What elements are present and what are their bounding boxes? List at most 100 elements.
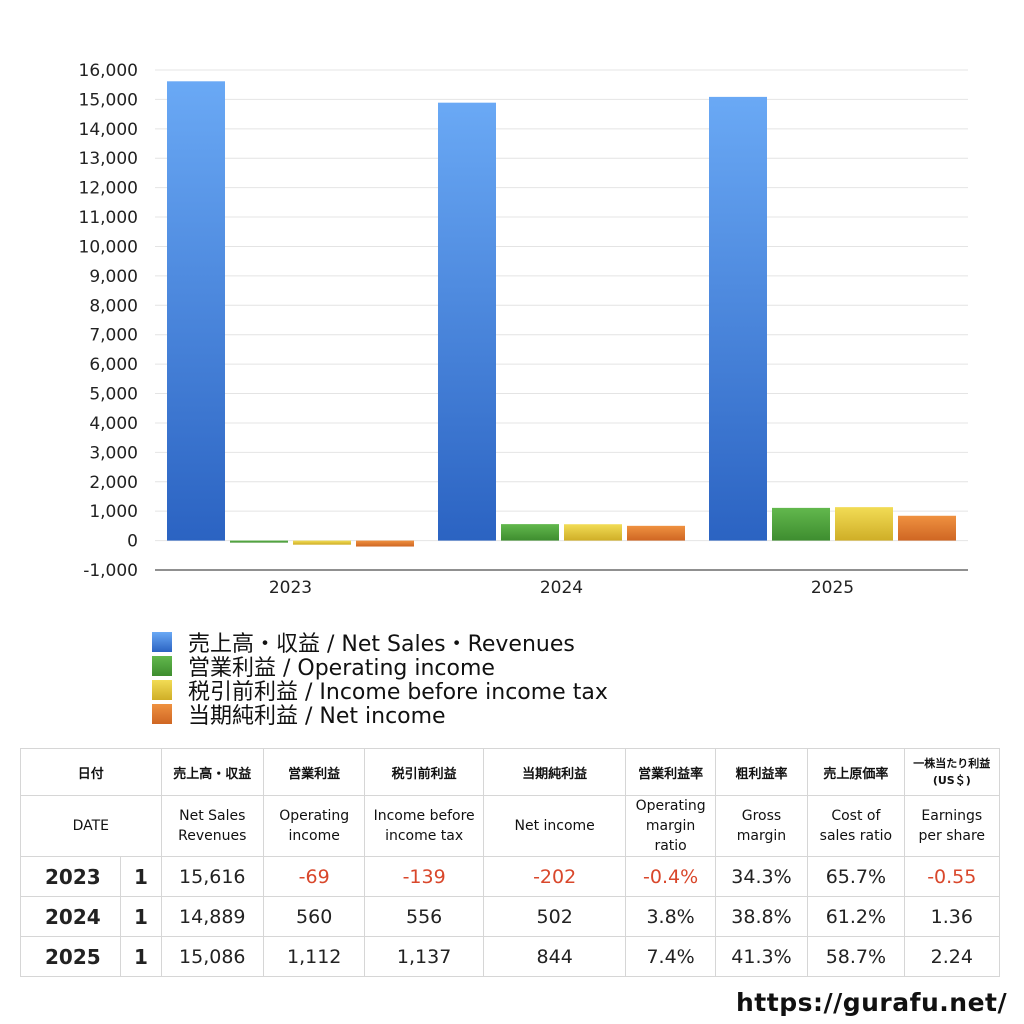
y-tick-label: 8,000	[89, 296, 138, 316]
header-net-sales-jp: 売上高・収益	[160, 748, 264, 796]
cell-income-before-tax: -139	[364, 856, 484, 897]
header-gross-margin-en: Gross margin	[714, 795, 809, 857]
cell-eps: 1.36	[903, 896, 1001, 937]
legend: 売上高・収益 / Net Sales・Revenues 営業利益 / Opera…	[152, 630, 608, 729]
legend-item-operating-income: 営業利益 / Operating income	[152, 654, 608, 681]
legend-label: 売上高・収益 / Net Sales・Revenues	[188, 632, 575, 657]
bar-2025-series-2	[835, 507, 893, 541]
legend-item-net-sales: 売上高・収益 / Net Sales・Revenues	[152, 630, 608, 657]
cell-operating-income: -69	[262, 856, 366, 897]
cell-operating-income: 1,112	[262, 936, 366, 977]
x-tick-label: 2025	[811, 578, 854, 598]
legend-item-income-before-tax: 税引前利益 / Income before income tax	[152, 678, 608, 705]
header-cost-ratio-en: Cost of sales ratio	[807, 795, 905, 857]
bar-2025-series-1	[772, 507, 830, 541]
legend-swatch	[152, 680, 172, 700]
header-date-en: DATE	[20, 795, 162, 857]
bar-2023-series-2	[293, 540, 351, 545]
y-tick-label: 16,000	[79, 61, 138, 81]
legend-label: 当期純利益 / Net income	[188, 704, 446, 729]
cell-net-income: 844	[482, 936, 627, 977]
bar-2024-series-3	[627, 525, 685, 541]
y-tick-label: 13,000	[79, 149, 138, 169]
table-row: 2025 1 15,086 1,112 1,137 844 7.4% 41.3%…	[19, 936, 1001, 977]
x-tick-label: 2024	[540, 578, 583, 598]
y-tick-label: 4,000	[89, 414, 138, 434]
legend-swatch	[152, 632, 172, 652]
cell-net-sales: 15,616	[160, 856, 264, 897]
header-eps-en: Earnings per share	[903, 795, 1001, 857]
cell-gross-margin: 41.3%	[714, 936, 809, 977]
y-tick-label: 2,000	[89, 473, 138, 493]
y-tick-label: 11,000	[79, 208, 138, 228]
legend-label: 税引前利益 / Income before income tax	[188, 680, 608, 705]
legend-label: 営業利益 / Operating income	[188, 656, 495, 681]
site-url[interactable]: https://gurafu.net/	[736, 988, 1008, 1017]
row-quarter: 1	[120, 936, 162, 977]
header-operating-income-en: Operating income	[262, 795, 366, 857]
bar-2023-series-1	[230, 540, 288, 543]
bar-chart: -1,000 0 1,000 2,000 3,000 4,000 5,000 6,000 7,0…	[79, 61, 968, 598]
bar-2023-series-0	[167, 81, 225, 541]
cell-operating-income: 560	[262, 896, 366, 937]
y-tick-label: 9,000	[89, 267, 138, 287]
bar-2024-series-2	[564, 524, 622, 541]
table-header-jp: 日付 売上高・収益 営業利益 税引前利益 当期純利益 営業利益率 粗利益率 売上…	[20, 748, 1001, 796]
header-net-income-jp: 当期純利益	[482, 748, 627, 796]
header-income-before-tax-en: Income before income tax	[364, 795, 484, 857]
row-quarter: 1	[120, 896, 162, 937]
y-tick-label: 14,000	[79, 120, 138, 140]
header-date-jp: 日付	[20, 748, 162, 796]
cell-operating-margin: 3.8%	[625, 896, 716, 937]
row-year: 2024	[19, 896, 122, 937]
table-header-en: DATE Net Sales Revenues Operating income…	[20, 795, 1001, 857]
cell-gross-margin: 34.3%	[714, 856, 809, 897]
cell-operating-margin: 7.4%	[625, 936, 716, 977]
cell-gross-margin: 38.8%	[714, 896, 809, 937]
bar-2023-series-3	[356, 540, 414, 547]
y-tick-label: 15,000	[79, 90, 138, 110]
cell-income-before-tax: 1,137	[364, 936, 484, 977]
table-row: 2024 1 14,889 560 556 502 3.8% 38.8% 61.…	[19, 896, 1001, 937]
row-quarter: 1	[120, 856, 162, 897]
cell-income-before-tax: 556	[364, 896, 484, 937]
cell-cost-ratio: 58.7%	[807, 936, 905, 977]
x-tick-label: 2023	[269, 578, 312, 598]
cell-cost-ratio: 65.7%	[807, 856, 905, 897]
y-tick-label: 5,000	[89, 385, 138, 405]
row-year: 2023	[19, 856, 122, 897]
cell-eps: 2.24	[903, 936, 1001, 977]
y-tick-label: 7,000	[89, 326, 138, 346]
header-cost-ratio-jp: 売上原価率	[807, 748, 905, 796]
bar-2024-series-0	[438, 102, 496, 541]
cell-net-sales: 14,889	[160, 896, 264, 937]
header-gross-margin-jp: 粗利益率	[714, 748, 809, 796]
cell-operating-margin: -0.4%	[625, 856, 716, 897]
table-row: 2023 1 15,616 -69 -139 -202 -0.4% 34.3% …	[19, 856, 1001, 897]
y-tick-label: 1,000	[89, 502, 138, 522]
header-net-income-en: Net income	[482, 795, 627, 857]
y-tick-label: 6,000	[89, 355, 138, 375]
y-tick-label: 12,000	[79, 179, 138, 199]
bar-2025-series-0	[709, 96, 767, 541]
cell-net-sales: 15,086	[160, 936, 264, 977]
y-tick-label: 3,000	[89, 443, 138, 463]
y-tick-label: 0	[127, 532, 138, 552]
cell-net-income: -202	[482, 856, 627, 897]
legend-swatch	[152, 656, 172, 676]
bar-2025-series-3	[898, 515, 956, 541]
bar-2024-series-1	[501, 524, 559, 541]
header-eps-jp: 一株当たり利益 (US＄)	[903, 748, 1001, 796]
cell-net-income: 502	[482, 896, 627, 937]
financial-table: 日付 売上高・収益 営業利益 税引前利益 当期純利益 営業利益率 粗利益率 売上…	[19, 748, 1001, 977]
y-tick-label: 10,000	[79, 237, 138, 257]
header-operating-margin-en: Operating margin ratio	[625, 795, 716, 857]
cell-eps: -0.55	[903, 856, 1001, 897]
row-year: 2025	[19, 936, 122, 977]
header-operating-income-jp: 営業利益	[262, 748, 366, 796]
header-income-before-tax-jp: 税引前利益	[364, 748, 484, 796]
legend-swatch	[152, 704, 172, 724]
cell-cost-ratio: 61.2%	[807, 896, 905, 937]
y-tick-label: -1,000	[83, 561, 138, 581]
legend-item-net-income: 当期純利益 / Net income	[152, 702, 608, 729]
